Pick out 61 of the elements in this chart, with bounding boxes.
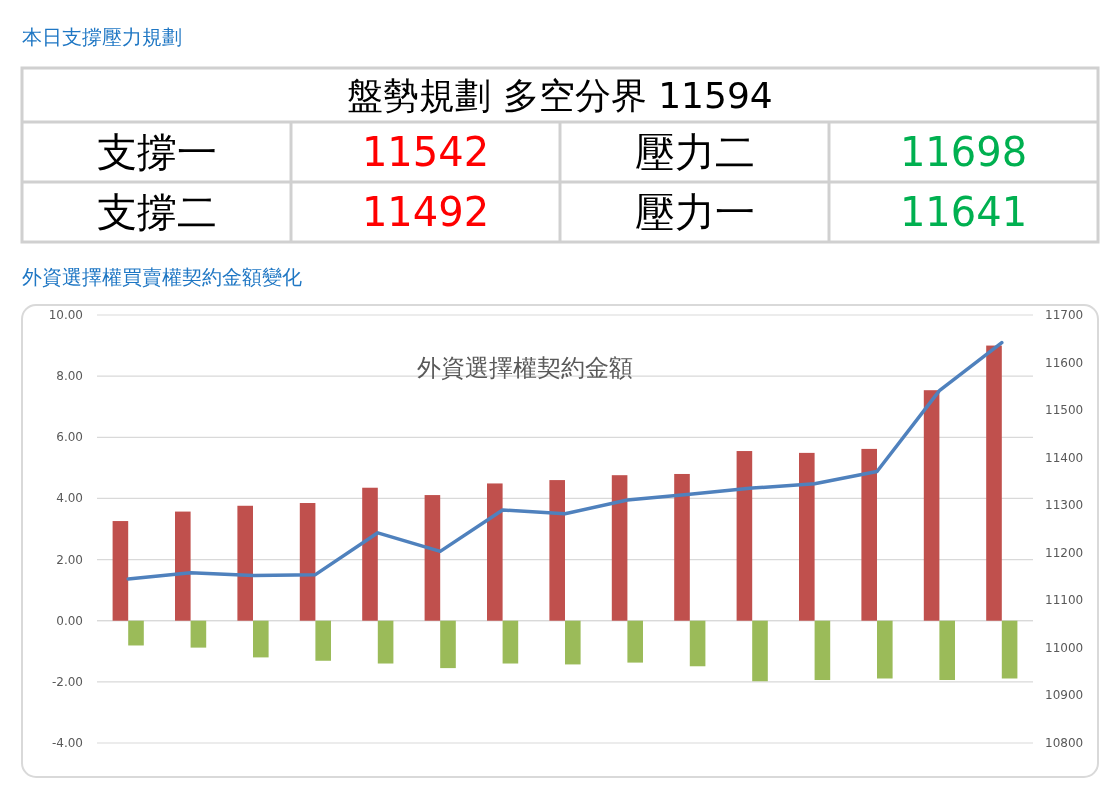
data-label: 11698 <box>899 129 1028 175</box>
line-series <box>126 340 1004 581</box>
y-tick-label: 4.00 <box>56 491 83 506</box>
bar <box>128 620 144 646</box>
bar <box>299 503 316 621</box>
y-tick-label: 0.00 <box>56 613 83 628</box>
bar <box>627 620 643 663</box>
category-label: 支撐二 <box>96 189 217 235</box>
bar <box>752 620 768 682</box>
y2-tick-label: 10800 <box>1045 736 1084 750</box>
bar <box>112 521 129 621</box>
y2-tick-label: 11300 <box>1045 498 1084 513</box>
bar <box>986 345 1002 621</box>
text: 盤勢規劃 多空分界 11594 <box>347 75 773 116</box>
bar <box>611 475 628 621</box>
category-label: 支撐一 <box>96 129 217 175</box>
y-tick-label: 2.00 <box>56 552 83 567</box>
bar <box>315 620 331 661</box>
bar <box>814 620 831 681</box>
bar <box>736 451 753 621</box>
chart-title: 外資選擇權買賣權契約金額變化 <box>22 265 302 289</box>
data-label: 11641 <box>899 189 1028 235</box>
y2-tick-label: 11700 <box>1045 308 1084 322</box>
y-tick-label: -2.00 <box>51 674 83 689</box>
y2-tick-label: 11200 <box>1045 545 1084 560</box>
bar <box>362 487 378 621</box>
bar <box>424 495 441 621</box>
bar <box>175 511 191 621</box>
data-label: 11542 <box>361 129 490 175</box>
y-tick-label: 8.00 <box>56 369 83 384</box>
bar <box>502 620 519 664</box>
bar <box>487 483 503 621</box>
bar <box>253 620 269 658</box>
bar <box>799 452 815 621</box>
bar <box>861 448 877 621</box>
bar <box>440 620 456 669</box>
bar <box>939 620 955 681</box>
y2-tick-label: 11500 <box>1045 403 1084 418</box>
y2-tick-label: 11000 <box>1045 640 1084 655</box>
bar <box>190 620 207 648</box>
y-tick-label: 10.00 <box>48 308 83 322</box>
text: 本日支撐壓力規劃 <box>22 25 182 49</box>
category-label: 壓力二 <box>634 129 755 175</box>
category-label: 壓力一 <box>634 189 755 235</box>
data-label: 11492 <box>361 189 490 235</box>
y2-tick-label: 11100 <box>1045 593 1084 608</box>
bar <box>237 505 253 621</box>
bar <box>1001 620 1018 679</box>
y2-tick-label: 11600 <box>1045 355 1084 370</box>
text: 外資選擇權契約金額 <box>417 354 633 382</box>
bar <box>549 480 565 621</box>
bar <box>877 620 893 679</box>
bar <box>689 620 706 667</box>
bar <box>565 620 581 665</box>
y2-tick-label: 11400 <box>1045 450 1084 465</box>
bar <box>674 473 690 621</box>
bar <box>923 390 940 621</box>
y-tick-label: 6.00 <box>56 430 83 445</box>
y-tick-label: -4.00 <box>51 736 83 750</box>
bar <box>377 620 394 664</box>
y2-tick-label: 10900 <box>1045 688 1084 703</box>
